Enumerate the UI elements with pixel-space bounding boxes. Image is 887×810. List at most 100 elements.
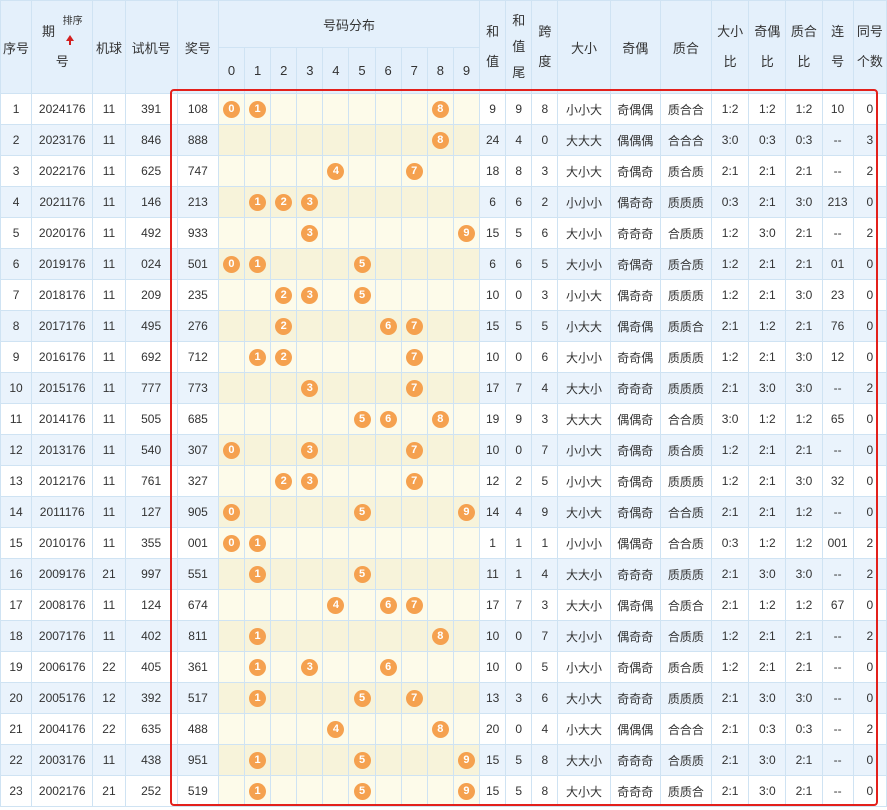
distribution-cell xyxy=(244,403,272,435)
distribution-cell xyxy=(452,310,481,342)
digit-ball-icon: 2 xyxy=(275,317,293,335)
distribution-cell xyxy=(296,496,324,528)
cell-prize: 276 xyxy=(176,310,219,342)
cell-period: 2009176 xyxy=(31,558,94,590)
distribution-cell xyxy=(452,403,481,435)
cell-same-count: 0 xyxy=(852,434,887,466)
cell-parity-ratio: 2:1 xyxy=(748,279,787,311)
table-row: 21 2004176 22 635 488 4 8 20 0 4 小大大 偶偶偶 合合合 2:1 0:3 0:… xyxy=(0,713,887,745)
header-consecutive: 连号 xyxy=(821,0,854,94)
cell-sum-tail: 5 xyxy=(505,744,533,776)
digit-ball-icon: 3 xyxy=(301,379,319,397)
cell-prize: 108 xyxy=(176,93,219,125)
cell-prime: 合合合 xyxy=(659,713,713,745)
cell-span: 6 xyxy=(531,341,559,373)
digit-ball-icon: 1 xyxy=(249,348,267,366)
cell-prize: 551 xyxy=(176,558,219,590)
cell-parity-ratio: 3:0 xyxy=(748,558,787,590)
cell-period: 2002176 xyxy=(31,775,94,807)
distribution-cell xyxy=(348,527,376,559)
cell-parity-ratio: 3:0 xyxy=(748,217,787,249)
header-period[interactable]: 期 排序 号 xyxy=(31,0,94,94)
cell-parity-ratio: 3:0 xyxy=(748,682,787,714)
cell-seq: 18 xyxy=(0,620,33,652)
table-row: 6 2019176 11 024 501 0 1 5 6 6 5 大小小 奇偶奇 质合质 1:2 2:1 2:1… xyxy=(0,248,887,280)
cell-prime: 合质质 xyxy=(659,620,713,652)
cell-prime: 质质质 xyxy=(659,341,713,373)
distribution-cell: 1 xyxy=(244,341,272,373)
cell-parity-ratio: 3:0 xyxy=(748,744,787,776)
digit-ball-icon: 5 xyxy=(353,410,371,428)
distribution-cell xyxy=(270,558,298,590)
cell-seq: 16 xyxy=(0,558,33,590)
cell-seq: 15 xyxy=(0,527,33,559)
cell-same-count: 0 xyxy=(852,465,887,497)
digit-ball-icon: 6 xyxy=(379,317,397,335)
cell-trial: 761 xyxy=(124,465,178,497)
distribution-cell xyxy=(374,372,402,404)
cell-parity-ratio: 2:1 xyxy=(748,651,787,683)
cell-trial: 146 xyxy=(124,186,178,218)
distribution-cell xyxy=(270,589,298,621)
cell-prime: 质质合 xyxy=(659,310,713,342)
period-sort-control[interactable]: 期 排序 xyxy=(42,16,83,45)
distribution-cell xyxy=(270,93,298,125)
distribution-cell xyxy=(296,527,324,559)
cell-span: 8 xyxy=(531,93,559,125)
cell-prime-ratio: 1:2 xyxy=(785,589,823,621)
cell-machine: 22 xyxy=(92,651,126,683)
cell-span: 1 xyxy=(531,527,559,559)
distribution-cell: 8 xyxy=(426,124,454,156)
header-size: 大小 xyxy=(557,0,611,94)
distribution-cell xyxy=(348,93,376,125)
cell-prime: 质合质 xyxy=(659,155,713,187)
cell-machine: 21 xyxy=(92,775,126,807)
distribution-cell xyxy=(322,186,350,218)
distribution-cell xyxy=(270,434,298,466)
digit-ball-icon: 2 xyxy=(275,193,293,211)
distribution-cell xyxy=(426,496,454,528)
distribution-cell: 9 xyxy=(452,496,481,528)
distribution-cell xyxy=(400,558,428,590)
table-row: 10 2015176 11 777 773 3 7 17 7 4 大大小 奇奇奇 质质质 2:1 3:0 3:… xyxy=(0,372,887,404)
cell-prime: 质质质 xyxy=(659,372,713,404)
cell-size: 小小小 xyxy=(557,186,611,218)
table-row: 14 2011176 11 127 905 0 5 9 14 4 9 大小大 奇偶奇 合合质 2:1 2:1 1… xyxy=(0,496,887,528)
distribution-cell xyxy=(296,620,324,652)
cell-consecutive: -- xyxy=(821,496,854,528)
cell-consecutive: -- xyxy=(821,713,854,745)
cell-sum-tail: 0 xyxy=(505,651,533,683)
cell-period: 2015176 xyxy=(31,372,94,404)
cell-prize: 811 xyxy=(176,620,219,652)
distribution-cell xyxy=(217,124,246,156)
header-digit: 5 xyxy=(348,47,376,94)
sort-label[interactable]: 排序 xyxy=(62,16,83,27)
distribution-cell xyxy=(244,217,272,249)
cell-size-ratio: 2:1 xyxy=(711,744,750,776)
distribution-cell xyxy=(374,713,402,745)
distribution-cell: 4 xyxy=(322,155,350,187)
cell-prime-ratio: 2:1 xyxy=(785,744,823,776)
distribution-cell: 1 xyxy=(244,248,272,280)
cell-sum-tail: 4 xyxy=(505,496,533,528)
distribution-cell xyxy=(217,682,246,714)
distribution-cell: 4 xyxy=(322,589,350,621)
cell-seq: 7 xyxy=(0,279,33,311)
distribution-cell: 1 xyxy=(244,620,272,652)
cell-consecutive: 01 xyxy=(821,248,854,280)
cell-parity: 奇偶偶 xyxy=(609,93,661,125)
distribution-cell xyxy=(322,744,350,776)
cell-same-count: 2 xyxy=(852,155,887,187)
distribution-cell xyxy=(217,620,246,652)
cell-size: 小小大 xyxy=(557,465,611,497)
cell-span: 4 xyxy=(531,713,559,745)
distribution-cell: 7 xyxy=(400,372,428,404)
header-period-b: 号 xyxy=(55,54,69,69)
digit-ball-icon: 3 xyxy=(301,441,319,459)
cell-seq: 5 xyxy=(0,217,33,249)
cell-parity: 奇奇奇 xyxy=(609,775,661,807)
table-body: 1 2024176 11 391 108 0 1 8 9 9 8 小小大 奇偶偶 质合合 1:2 1:2 1:2… xyxy=(0,93,887,807)
sort-arrow-up-icon[interactable] xyxy=(65,35,74,45)
cell-size-ratio: 1:2 xyxy=(711,651,750,683)
distribution-cell xyxy=(296,589,324,621)
